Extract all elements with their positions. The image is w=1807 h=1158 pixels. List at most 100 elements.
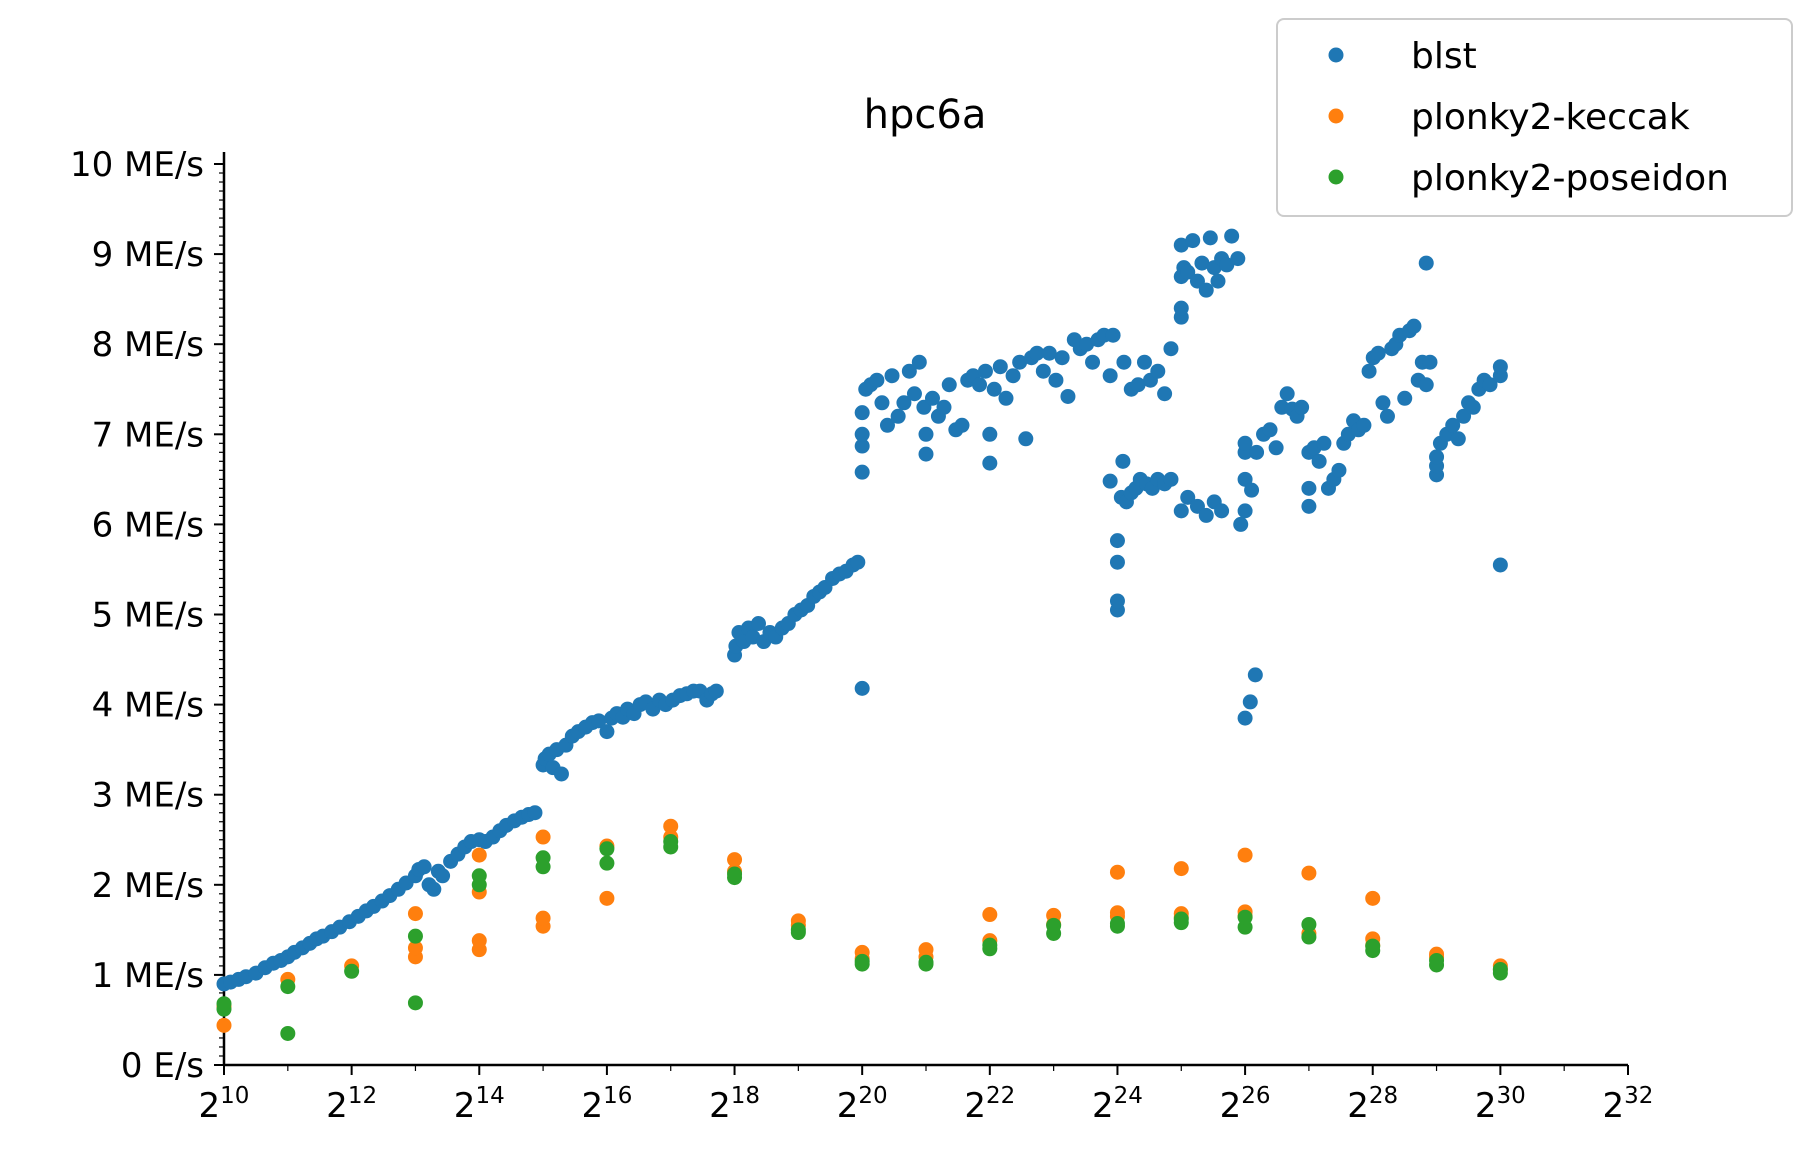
data-point <box>1294 399 1310 415</box>
data-point <box>1268 440 1284 456</box>
data-point <box>1456 408 1472 424</box>
data-point <box>1054 350 1070 366</box>
data-point <box>1109 554 1125 570</box>
y-tick-label: 0 E/s <box>121 1046 204 1086</box>
data-point <box>407 928 423 944</box>
x-tick-base: 2 <box>1603 1086 1625 1126</box>
y-tick-label: 1 ME/s <box>92 956 204 996</box>
x-tick-label: 220 <box>837 1083 888 1126</box>
y-tick-label: 4 ME/s <box>92 686 204 726</box>
data-point <box>1397 390 1413 406</box>
legend-entry: blst <box>1328 36 1477 77</box>
data-point <box>471 868 487 884</box>
data-point <box>591 713 607 729</box>
data-point <box>1301 498 1317 514</box>
data-point <box>280 979 296 995</box>
legend-entry: plonky2-poseidon <box>1328 158 1729 199</box>
data-point <box>1406 318 1422 334</box>
data-point <box>216 996 232 1012</box>
data-point <box>1102 368 1118 384</box>
y-axis-ticks: 0 E/s 1 ME/s 2 ME/s 3 ME/s 4 ME/s 5 ME/s 6 ME/… <box>70 145 224 1086</box>
data-point <box>1130 377 1146 393</box>
y-tick-label: 5 ME/s <box>92 596 204 636</box>
data-point <box>1237 710 1253 726</box>
data-point <box>471 847 487 863</box>
x-tick-exponent: 14 <box>475 1083 504 1109</box>
data-point <box>1029 345 1045 361</box>
data-point <box>982 455 998 471</box>
data-point <box>986 381 1002 397</box>
x-tick-base: 2 <box>199 1086 221 1126</box>
x-tick-exponent: 20 <box>858 1083 887 1109</box>
data-point <box>1492 557 1508 573</box>
data-point <box>1247 667 1263 683</box>
data-point <box>1060 388 1076 404</box>
data-point <box>982 907 998 923</box>
data-point <box>1230 251 1246 267</box>
x-tick-exponent: 30 <box>1497 1083 1526 1109</box>
data-point <box>1219 257 1235 273</box>
data-point <box>1237 909 1253 925</box>
data-point <box>599 855 615 871</box>
data-point <box>1173 861 1189 877</box>
data-point <box>1210 273 1226 289</box>
data-point <box>1492 359 1508 375</box>
data-point <box>535 910 551 926</box>
data-point <box>936 399 952 415</box>
data-point <box>1311 453 1327 469</box>
data-point <box>1109 864 1125 880</box>
data-point <box>1237 471 1253 487</box>
data-point <box>1048 372 1064 388</box>
data-point <box>344 963 360 979</box>
data-point <box>1301 865 1317 881</box>
data-point <box>1116 354 1132 370</box>
chart-title: hpc6a <box>864 92 987 138</box>
x-tick-exponent: 24 <box>1114 1083 1143 1109</box>
x-tick-label: 226 <box>1220 1083 1271 1126</box>
data-point <box>896 395 912 411</box>
data-point <box>918 446 934 462</box>
data-point <box>1185 233 1201 249</box>
data-point <box>1418 255 1434 271</box>
data-point <box>972 377 988 393</box>
y-tick-label: 2 ME/s <box>92 866 204 906</box>
data-point <box>906 386 922 402</box>
data-point <box>1422 354 1438 370</box>
data-point <box>1450 431 1466 447</box>
legend: blst plonky2-keccak plonky2-poseidon <box>1276 18 1793 217</box>
series-blst <box>216 228 1508 992</box>
x-tick-exponent: 32 <box>1624 1083 1653 1109</box>
data-point <box>1237 847 1253 863</box>
x-axis-ticks: 210 212 214 216 218 220 222 224 226 228 230 232 <box>199 1065 1653 1126</box>
data-point <box>1105 327 1121 343</box>
data-point <box>982 426 998 442</box>
legend-frame <box>1276 18 1793 217</box>
y-tick-label: 9 ME/s <box>92 235 204 275</box>
scatter-points <box>216 228 1508 1041</box>
data-point <box>1198 507 1214 523</box>
data-point <box>1157 386 1173 402</box>
data-point <box>869 372 885 388</box>
data-point <box>924 390 940 406</box>
data-point <box>854 426 870 442</box>
data-point <box>1150 363 1166 379</box>
data-point <box>1370 345 1386 361</box>
data-point <box>874 395 890 411</box>
series-plonky2-poseidon <box>216 834 1508 1041</box>
data-point <box>535 829 551 845</box>
data-point <box>890 408 906 424</box>
data-point <box>1085 354 1101 370</box>
data-point <box>216 1017 232 1033</box>
legend-entry: plonky2-keccak <box>1328 97 1690 138</box>
data-point <box>416 859 432 875</box>
data-point <box>854 680 870 696</box>
data-point <box>663 818 679 834</box>
y-tick-label: 10 ME/s <box>70 145 204 185</box>
y-tick-label: 3 ME/s <box>92 776 204 816</box>
data-point <box>1465 399 1481 415</box>
x-tick-base: 2 <box>454 1086 476 1126</box>
data-point <box>407 995 423 1011</box>
x-tick-label: 212 <box>326 1083 377 1126</box>
data-point <box>471 933 487 949</box>
x-tick-label: 214 <box>454 1083 505 1126</box>
